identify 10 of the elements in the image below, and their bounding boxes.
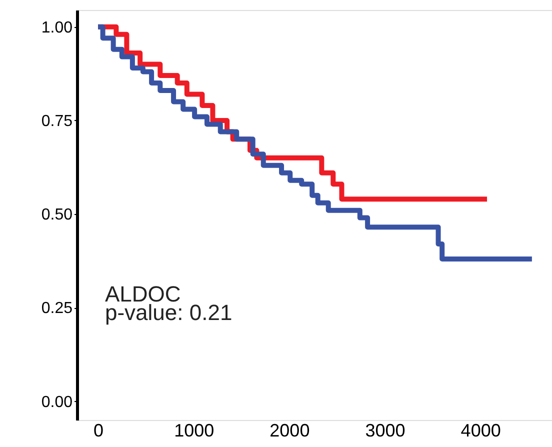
x-tick-label: 3000 [365, 420, 406, 440]
x-tick-label: 4000 [460, 420, 501, 440]
x-tick-label: 0 [94, 420, 104, 440]
x-tick-label: 1000 [174, 420, 214, 440]
x-tick-label: 2000 [270, 420, 310, 440]
y-tick-label: 0.50 [41, 206, 73, 224]
y-tick-label: 0.00 [41, 394, 73, 411]
y-tick-label: 0.75 [41, 112, 73, 130]
y-tick-label: 0.25 [41, 300, 73, 318]
y-tick-label: 1.00 [41, 19, 73, 36]
